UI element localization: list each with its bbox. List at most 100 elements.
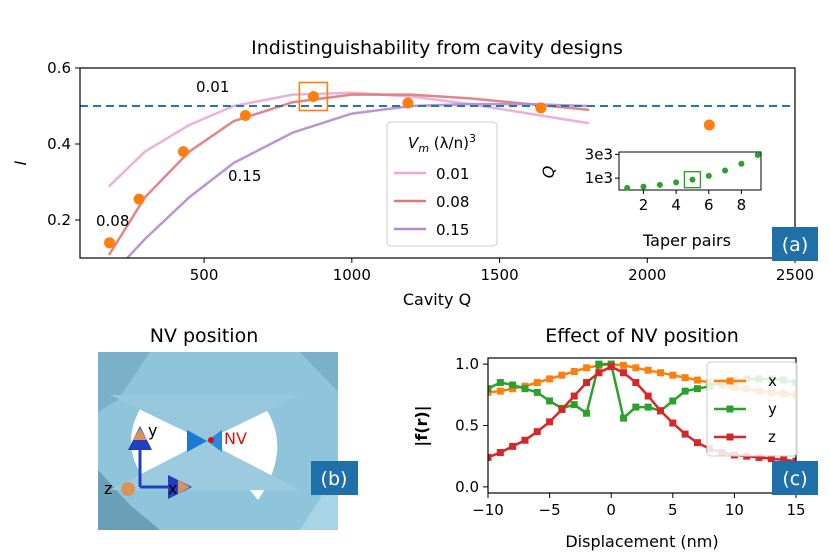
series-z-marker-12 (632, 379, 640, 387)
highlight-box (298, 81, 329, 112)
panel-c-legend: xyz (706, 361, 798, 457)
series-y-marker-12 (632, 403, 640, 411)
panel-a-plot-area (80, 91, 795, 258)
data-point-6 (535, 102, 547, 114)
z-dot-icon (121, 482, 135, 496)
c-x-tick-label-3: 5 (668, 501, 678, 519)
data-point-4 (307, 91, 319, 102)
legend-entry-0-15: 0.15 (436, 221, 469, 239)
x-tick-label-1500: 1500 (480, 266, 518, 284)
series-y-marker-11 (620, 414, 628, 422)
series-y-marker-15 (669, 397, 677, 405)
x-tick-label-1000: 1000 (333, 266, 371, 284)
series-x-marker-12 (632, 364, 640, 372)
series-x-marker-4 (533, 379, 541, 387)
series-x-marker-2 (509, 385, 517, 393)
series-z-marker-10 (607, 363, 615, 371)
c-x-tick-label-5: 15 (786, 501, 805, 519)
series-x-marker-17 (693, 376, 701, 384)
panel-a-points (104, 81, 715, 249)
c-legend-marker-z (726, 433, 734, 441)
series-y-marker-9 (595, 360, 603, 368)
y-tick-label-0.6: 0.6 (47, 59, 71, 77)
inset-point-6 (705, 172, 712, 179)
series-z-marker-14 (656, 407, 664, 415)
series-y-marker-17 (693, 385, 701, 393)
data-point-3 (239, 110, 251, 121)
inset-x-tick-label-4: 4 (671, 196, 681, 214)
c-y-tick-label-2: 1.0 (455, 355, 479, 373)
series-z-marker-6 (558, 406, 566, 414)
c-x-tick-label-4: 10 (725, 501, 744, 519)
svg-text:(b): (b) (321, 468, 348, 490)
series-y-marker-13 (644, 403, 652, 411)
series-x-marker-13 (644, 366, 652, 374)
series-0-15-line (125, 102, 590, 258)
series-z-marker-3 (521, 436, 529, 444)
series-z-marker-11 (620, 369, 628, 377)
inset-y-tick-label-1: 3e3 (585, 145, 613, 163)
data-point-2 (177, 146, 189, 158)
series-x-marker-1 (496, 387, 504, 395)
inset-point-9 (754, 151, 761, 158)
inset-point-7 (722, 167, 729, 174)
nv-structure-image (98, 352, 338, 530)
series-x-marker-8 (583, 364, 591, 372)
series-z-marker-23 (767, 455, 775, 463)
data-point-1 (133, 193, 145, 205)
data-point-7 (703, 119, 715, 131)
c-y-tick-label-1: 0.5 (455, 417, 479, 435)
inset-highlight-box (683, 170, 702, 189)
panel-b-nv-label: NV (224, 429, 247, 448)
y-tick-label-0.4: 0.4 (47, 135, 71, 153)
inset-point-4 (673, 179, 680, 186)
series-z-marker-5 (546, 418, 554, 426)
legend-entry-0-01: 0.01 (436, 165, 469, 183)
panel-b-title: NV position (150, 325, 259, 347)
panel-a-ylabel: I (11, 160, 30, 165)
series-y-marker-4 (533, 388, 541, 396)
inset-x-tick-label-6: 6 (704, 196, 714, 214)
data-point-0 (104, 237, 116, 249)
panel-a-legend: Vm (λ/n)3 0.01 0.08 0.15 (386, 121, 498, 247)
panel-a-x-axis: 500 1000 1500 2000 2500 (190, 258, 814, 284)
annotation-0-01: 0.01 (196, 78, 229, 96)
svg-text:(a): (a) (782, 234, 808, 256)
panel-b-label-x: x (168, 479, 177, 498)
series-z-marker-16 (681, 430, 689, 438)
panel-b-label-z: z (104, 479, 112, 498)
inset-ylabel: Q (539, 166, 558, 179)
data-point-5 (402, 97, 414, 109)
series-y-marker-7 (570, 401, 578, 409)
series-z-marker-2 (509, 442, 517, 450)
series-z-marker-13 (644, 392, 652, 400)
x-tick-label-2500: 2500 (776, 266, 814, 284)
series-z-marker-4 (533, 428, 541, 436)
series-z-marker-7 (570, 392, 578, 400)
series-z-marker-15 (669, 419, 677, 427)
series-y-marker-0 (488, 385, 492, 393)
panel-c-tag: (c) (772, 461, 818, 495)
annotation-0-08: 0.08 (96, 212, 129, 230)
series-x-marker-6 (558, 371, 566, 379)
c-x-tick-label-1: −5 (539, 501, 561, 519)
series-y-marker-5 (546, 397, 554, 405)
series-z-marker-1 (496, 449, 504, 456)
panel-c-xlabel: Displacement (nm) (565, 532, 718, 551)
c-legend-entry-y: y (768, 400, 777, 418)
inset-point-3 (656, 181, 663, 188)
panel-c-y-axis: 0.0 0.5 1.0 (455, 355, 488, 496)
series-z-marker-9 (595, 369, 603, 377)
legend-entry-0-08: 0.08 (436, 193, 469, 211)
c-legend-marker-y (726, 405, 734, 413)
series-z-marker-0 (488, 453, 492, 461)
series-x-marker-5 (546, 375, 554, 383)
legend-title: Vm (λ/n)3 (408, 132, 476, 155)
y-cone-icon (133, 428, 147, 440)
series-0-01-line (108, 91, 590, 188)
series-0-08-line (108, 93, 590, 256)
panel-a-xlabel: Cavity Q (403, 290, 471, 309)
x-tick-label-2000: 2000 (628, 266, 666, 284)
y-tick-label-0.2: 0.2 (47, 211, 71, 229)
